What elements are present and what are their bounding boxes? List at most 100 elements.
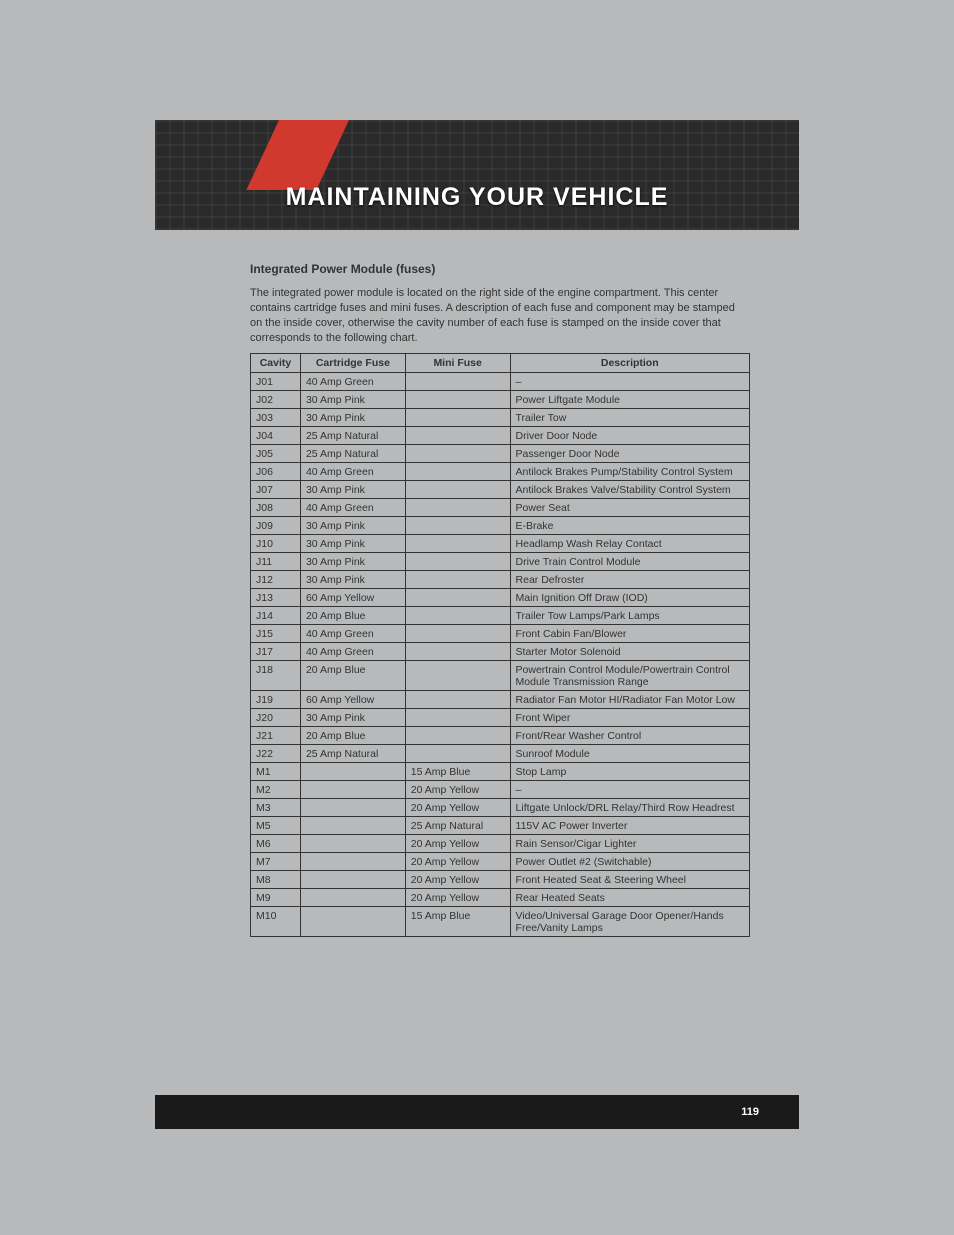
- cell-cartridge: 30 Amp Pink: [300, 409, 405, 427]
- cell-cavity: M5: [251, 817, 301, 835]
- cell-cavity: M8: [251, 871, 301, 889]
- cell-cavity: M6: [251, 835, 301, 853]
- cell-cavity: J04: [251, 427, 301, 445]
- table-row: M525 Amp Natural115V AC Power Inverter: [251, 817, 750, 835]
- cell-cartridge: [300, 781, 405, 799]
- cell-desc: Rear Heated Seats: [510, 889, 749, 907]
- table-row: J2030 Amp Pink Front Wiper: [251, 709, 750, 727]
- page-banner: MAINTAINING YOUR VEHICLE: [155, 120, 799, 230]
- cell-cavity: J21: [251, 727, 301, 745]
- cell-mini: [405, 691, 510, 709]
- cell-desc: Main Ignition Off Draw (IOD): [510, 589, 749, 607]
- cell-desc: Front/Rear Washer Control: [510, 727, 749, 745]
- cell-mini: [405, 535, 510, 553]
- cell-mini: [405, 553, 510, 571]
- cell-desc: Front Wiper: [510, 709, 749, 727]
- table-row: J0525 Amp NaturalPassenger Door Node: [251, 445, 750, 463]
- cell-mini: [405, 589, 510, 607]
- cell-cartridge: [300, 763, 405, 781]
- cell-cavity: J03: [251, 409, 301, 427]
- cell-cavity: J19: [251, 691, 301, 709]
- cell-cavity: J14: [251, 607, 301, 625]
- cell-desc: Power Liftgate Module: [510, 391, 749, 409]
- cell-mini: [405, 481, 510, 499]
- cell-desc: Front Cabin Fan/Blower: [510, 625, 749, 643]
- cell-cartridge: [300, 799, 405, 817]
- cell-desc: Antilock Brakes Valve/Stability Control …: [510, 481, 749, 499]
- cell-cavity: J01: [251, 373, 301, 391]
- cell-desc: 115V AC Power Inverter: [510, 817, 749, 835]
- cell-cavity: J20: [251, 709, 301, 727]
- table-row: M320 Amp YellowLiftgate Unlock/DRL Relay…: [251, 799, 750, 817]
- cell-cavity: J18: [251, 661, 301, 691]
- cell-cartridge: 30 Amp Pink: [300, 709, 405, 727]
- banner-title: MAINTAINING YOUR VEHICLE: [286, 183, 669, 212]
- table-row: M820 Amp YellowFront Heated Seat & Steer…: [251, 871, 750, 889]
- cell-mini: 20 Amp Yellow: [405, 853, 510, 871]
- cell-cartridge: [300, 871, 405, 889]
- cell-desc: Drive Train Control Module: [510, 553, 749, 571]
- cell-cartridge: 40 Amp Green: [300, 499, 405, 517]
- cell-cavity: M3: [251, 799, 301, 817]
- cell-cavity: J22: [251, 745, 301, 763]
- cell-mini: 15 Amp Blue: [405, 907, 510, 937]
- table-row: J1420 Amp BlueTrailer Tow Lamps/Park Lam…: [251, 607, 750, 625]
- table-row: M2 20 Amp Yellow–: [251, 781, 750, 799]
- cell-cartridge: 60 Amp Yellow: [300, 589, 405, 607]
- table-row: J0840 Amp Green Power Seat: [251, 499, 750, 517]
- cell-desc: –: [510, 373, 749, 391]
- table-row: J1540 Amp Green Front Cabin Fan/Blower: [251, 625, 750, 643]
- cell-mini: [405, 607, 510, 625]
- table-row: J1740 Amp GreenStarter Motor Solenoid: [251, 643, 750, 661]
- content-area: Integrated Power Module (fuses) The inte…: [250, 262, 750, 937]
- cell-mini: 20 Amp Yellow: [405, 781, 510, 799]
- cell-mini: [405, 709, 510, 727]
- cell-mini: 20 Amp Yellow: [405, 835, 510, 853]
- cell-cartridge: 40 Amp Green: [300, 625, 405, 643]
- cell-desc: Headlamp Wash Relay Contact: [510, 535, 749, 553]
- table-header-row: Cavity Cartridge Fuse Mini Fuse Descript…: [251, 354, 750, 373]
- cell-desc: –: [510, 781, 749, 799]
- cell-cavity: J09: [251, 517, 301, 535]
- table-row: J2120 Amp BlueFront/Rear Washer Control: [251, 727, 750, 745]
- th-cartridge: Cartridge Fuse: [300, 354, 405, 373]
- cell-desc: Trailer Tow: [510, 409, 749, 427]
- cell-cavity: J08: [251, 499, 301, 517]
- cell-mini: [405, 373, 510, 391]
- cell-cartridge: 60 Amp Yellow: [300, 691, 405, 709]
- cell-desc: Antilock Brakes Pump/Stability Control S…: [510, 463, 749, 481]
- page-number: 119: [741, 1106, 759, 1118]
- table-row: J0230 Amp PinkPower Liftgate Module: [251, 391, 750, 409]
- cell-cavity: J11: [251, 553, 301, 571]
- cell-cartridge: 20 Amp Blue: [300, 607, 405, 625]
- cell-cartridge: 30 Amp Pink: [300, 517, 405, 535]
- cell-cavity: J15: [251, 625, 301, 643]
- table-row: J0330 Amp Pink Trailer Tow: [251, 409, 750, 427]
- cell-mini: [405, 463, 510, 481]
- cell-desc: E-Brake: [510, 517, 749, 535]
- cell-cavity: M2: [251, 781, 301, 799]
- table-row: J1230 Amp PinkRear Defroster: [251, 571, 750, 589]
- cell-mini: 20 Amp Yellow: [405, 871, 510, 889]
- cell-cavity: M1: [251, 763, 301, 781]
- cell-mini: [405, 409, 510, 427]
- cell-cavity: J17: [251, 643, 301, 661]
- cell-mini: [405, 571, 510, 589]
- cell-cartridge: 30 Amp Pink: [300, 391, 405, 409]
- cell-mini: 15 Amp Blue: [405, 763, 510, 781]
- section-heading: Integrated Power Module (fuses): [250, 262, 750, 276]
- cell-cavity: M10: [251, 907, 301, 937]
- cell-cavity: J13: [251, 589, 301, 607]
- table-row: M920 Amp YellowRear Heated Seats: [251, 889, 750, 907]
- cell-desc: Sunroof Module: [510, 745, 749, 763]
- cell-cartridge: 30 Amp Pink: [300, 481, 405, 499]
- table-row: J1030 Amp PinkHeadlamp Wash Relay Contac…: [251, 535, 750, 553]
- table-row: J0930 Amp Pink E-Brake: [251, 517, 750, 535]
- table-row: J0140 Amp Green–: [251, 373, 750, 391]
- cell-mini: [405, 499, 510, 517]
- table-row: J1360 Amp Yellow Main Ignition Off Draw (…: [251, 589, 750, 607]
- cell-cartridge: 30 Amp Pink: [300, 553, 405, 571]
- table-row: M115 Amp BlueStop Lamp: [251, 763, 750, 781]
- cell-desc: Power Outlet #2 (Switchable): [510, 853, 749, 871]
- cell-desc: Power Seat: [510, 499, 749, 517]
